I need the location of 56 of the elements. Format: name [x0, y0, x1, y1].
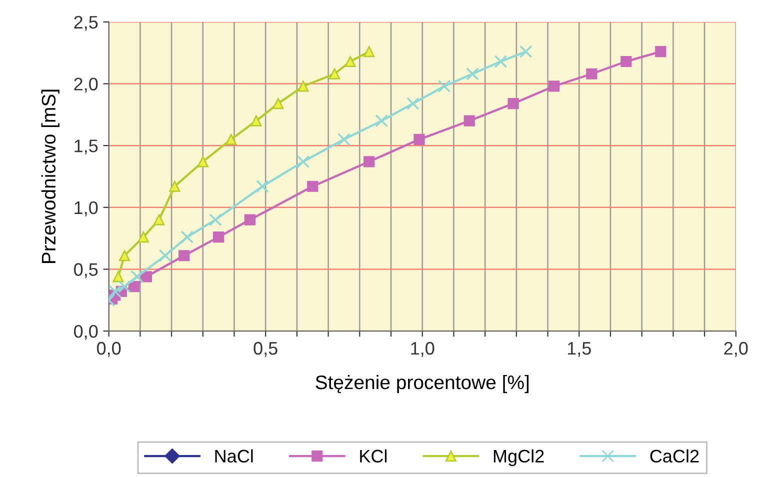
point	[508, 98, 519, 110]
point	[256, 180, 269, 193]
x-tick-label: 1,0	[411, 342, 434, 357]
x-tick-label: 0,0	[96, 342, 121, 357]
point	[298, 80, 309, 92]
point	[153, 214, 165, 226]
point	[548, 80, 560, 92]
point	[438, 80, 451, 93]
point	[464, 115, 475, 126]
x-axis-title: Stężenie procentowe [%]	[316, 374, 529, 394]
legend-label: KCl	[360, 449, 387, 463]
point	[169, 180, 180, 192]
point	[208, 213, 222, 226]
point	[406, 97, 420, 110]
x-tick-label: 0,5	[254, 342, 278, 357]
point	[118, 250, 130, 262]
y-tick-label: 1,0	[74, 201, 98, 216]
point	[138, 232, 149, 243]
point	[250, 115, 262, 126]
y-tick-label: 0,0	[74, 324, 98, 340]
point	[494, 55, 508, 68]
point	[272, 98, 284, 110]
y-tick-label: 2,5	[74, 16, 98, 31]
point	[158, 249, 172, 262]
legend-label: CaCl2	[650, 449, 699, 463]
point	[130, 270, 144, 284]
point	[375, 114, 388, 128]
point	[213, 232, 224, 243]
point	[118, 280, 131, 293]
point	[344, 56, 356, 68]
y-tick-label: 0,5	[74, 263, 98, 278]
point	[244, 214, 256, 226]
x-tick-label: 1,5	[568, 342, 591, 357]
legend-label: MgCl2	[494, 449, 544, 466]
point	[112, 271, 124, 282]
point	[466, 67, 479, 80]
point	[307, 180, 318, 192]
point	[338, 132, 350, 146]
point	[364, 156, 375, 168]
point	[364, 46, 375, 58]
y-axis-title: Przewodnictwo [mS]	[41, 90, 60, 263]
point	[414, 134, 425, 145]
y-tick-label: 1,5	[74, 140, 98, 154]
y-tick-label: 2,0	[74, 78, 98, 93]
point	[180, 230, 194, 244]
point	[519, 45, 532, 58]
point	[296, 155, 310, 168]
point	[226, 134, 237, 145]
legend-label: NaCl	[215, 449, 253, 463]
point	[620, 56, 632, 68]
point	[329, 68, 340, 80]
point	[655, 46, 666, 58]
point	[586, 68, 598, 80]
x-tick-label: 2,0	[724, 342, 748, 357]
point	[178, 250, 190, 262]
point	[197, 156, 208, 168]
